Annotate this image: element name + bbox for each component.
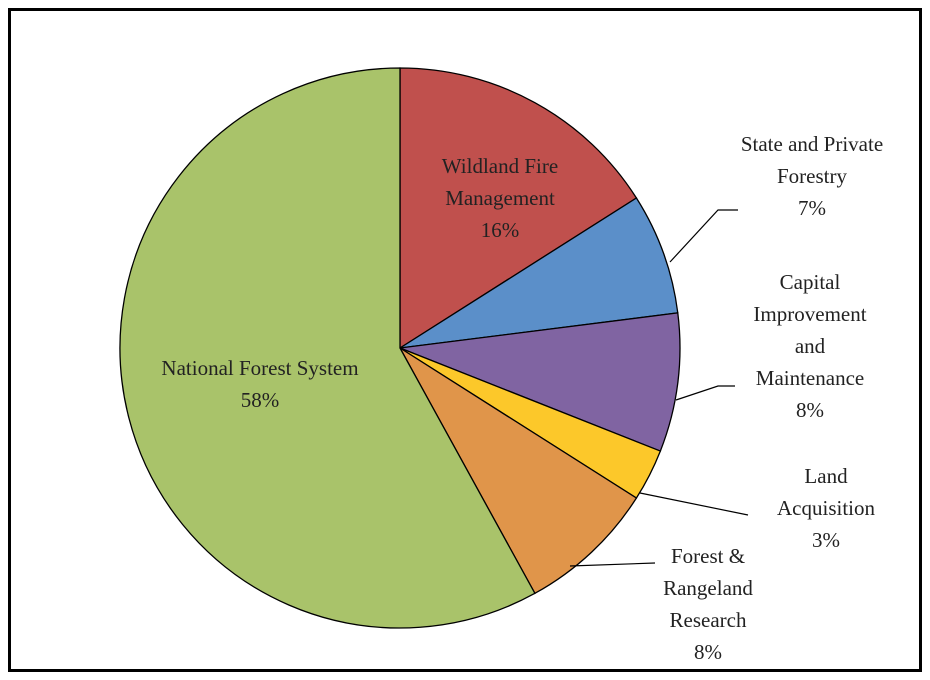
value-label: 8% — [694, 640, 722, 664]
pie-slice — [119, 67, 536, 629]
leader-line — [675, 385, 735, 401]
slice-label: Wildland Fire Management 16% — [415, 150, 585, 246]
slice-label: Capital Improvement and Maintenance 8% — [743, 266, 878, 426]
category-name: State and Private Forestry — [740, 132, 884, 188]
leader-line — [669, 209, 738, 263]
leader-line — [639, 492, 749, 516]
value-label: 8% — [796, 398, 824, 422]
category-name: Capital Improvement and Maintenance — [753, 270, 867, 390]
slice-label: Land Acquisition 3% — [756, 460, 896, 556]
value-label: 7% — [798, 196, 826, 220]
leader-line — [569, 562, 656, 567]
pie-slice — [399, 197, 679, 349]
pie-slice — [399, 347, 638, 595]
category-name: Forest & Rangeland Research — [663, 544, 753, 632]
slice-label: State and Private Forestry 7% — [712, 128, 912, 224]
category-name: Wildland Fire Management — [441, 154, 559, 210]
slice-label: Forest & Rangeland Research 8% — [653, 540, 763, 668]
value-label: 58% — [240, 388, 280, 412]
category-name: Land Acquisition — [777, 464, 875, 520]
value-label: 3% — [812, 528, 840, 552]
slice-label: National Forest System 58% — [160, 352, 360, 416]
pie-slice — [399, 312, 681, 452]
value-label: 16% — [480, 218, 520, 242]
category-name: National Forest System — [161, 356, 359, 380]
pie-slice — [399, 67, 638, 350]
